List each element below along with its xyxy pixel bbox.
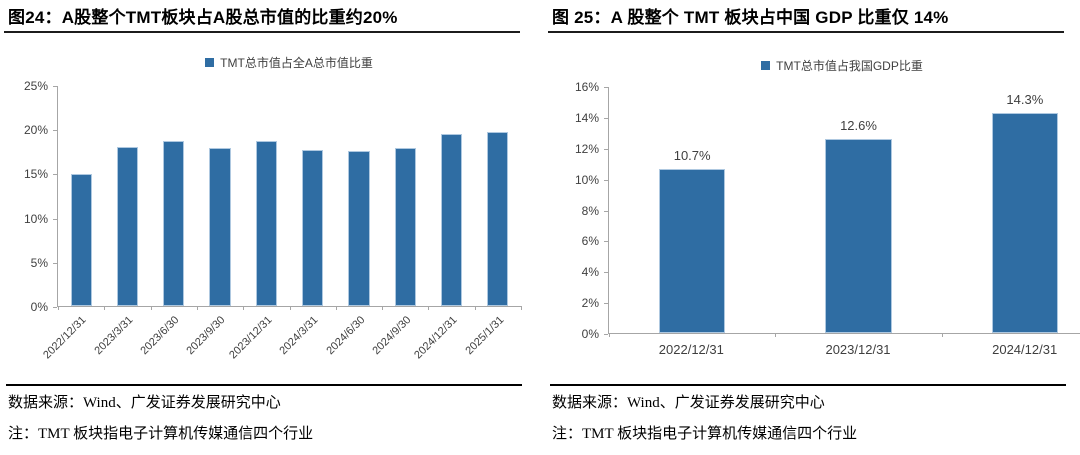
y-tick-mark [604, 303, 608, 305]
x-axis-tick [196, 306, 198, 310]
bar [991, 113, 1059, 333]
bar [658, 168, 726, 333]
data-label: 14.3% [1006, 92, 1044, 108]
legend-swatch-icon [205, 58, 215, 67]
figure-24-footnote: 注：TMT 板块指电子计算机传媒通信四个行业 [8, 426, 314, 442]
y-tick-mark [604, 272, 608, 274]
x-axis-tick [150, 306, 152, 310]
bar [302, 150, 324, 306]
figure-24-legend: TMT总市值占全A总市值比重 [57, 54, 521, 71]
data-label: 12.6% [840, 118, 877, 134]
x-tick-label: 2023/9/30 [184, 314, 228, 358]
y-tick-label: 8% [581, 203, 599, 218]
figure-25-title-underline [548, 31, 1064, 33]
bar [394, 148, 416, 306]
y-tick-label: 0% [30, 300, 48, 314]
y-tick-mark [53, 262, 57, 264]
x-axis-tick [474, 306, 476, 310]
y-tick-label: 12% [574, 141, 599, 156]
x-axis-tick [104, 306, 106, 310]
bar-chart-tmt-share-of-gdp: 10.7% 12.6% 14.3% 0% 2% 4% 6% 8% 10% 12% 14% 16% 202… [544, 0, 1080, 455]
figure-25-footer-divider [550, 384, 1066, 386]
x-tick-label: 2023/12/31 [825, 342, 891, 357]
bar [255, 141, 277, 306]
x-tick-label: 2024/6/30 [324, 314, 368, 358]
y-tick-mark [604, 87, 608, 88]
y-tick-mark [604, 241, 608, 243]
data-label: 10.7% [673, 147, 711, 163]
figure-24-title: 图24：A股整个TMT板块占A股总市值的比重约20% [8, 8, 398, 27]
y-tick-label: 2% [581, 296, 599, 311]
bar [348, 151, 370, 306]
y-tick-mark [53, 86, 57, 87]
y-tick-label: 25% [23, 79, 48, 93]
x-axis-tick [609, 333, 610, 337]
y-tick-mark [53, 307, 57, 308]
y-tick-mark [604, 117, 608, 119]
x-tick-label: 2024/9/30 [370, 314, 414, 358]
y-tick-label: 5% [30, 255, 48, 270]
y-tick-label: 16% [574, 80, 599, 94]
x-tick-label: 2024/12/31 [992, 342, 1058, 357]
legend-label: TMT总市值占全A总市值比重 [220, 56, 373, 70]
y-tick-mark [604, 179, 608, 181]
y-tick-mark [604, 210, 608, 212]
x-tick-label: 2022/12/31 [658, 342, 724, 357]
bar [116, 146, 139, 306]
bar [209, 147, 231, 306]
figure-25-data-source: 数据来源：Wind、广发证券发展研究中心 [552, 395, 825, 411]
y-tick-label: 20% [23, 123, 48, 138]
bar-chart-tmt-share-of-ashare: 0% 5% 10% 15% 20% 25% 2022/12/31 2023/3/31 2023/… [0, 0, 536, 455]
x-tick-label: 2023/12/31 [226, 314, 275, 362]
y-tick-mark [53, 130, 57, 132]
figure-25-panel: 图 25：A 股整个 TMT 板块占中国 GDP 比重仅 14% TMT总市值占… [544, 0, 1080, 455]
bar [440, 133, 463, 306]
x-axis-tick [335, 306, 337, 310]
x-axis-tick [521, 306, 522, 310]
x-tick-label: 2022/12/31 [41, 314, 89, 362]
bar [70, 174, 92, 306]
figure-24-footer-divider [6, 384, 522, 386]
figure-25-title: 图 25：A 股整个 TMT 板块占中国 GDP 比重仅 14% [552, 8, 949, 27]
x-axis-tick [289, 306, 291, 310]
bar [825, 139, 892, 333]
y-tick-mark [604, 148, 608, 150]
y-tick-label: 10% [23, 211, 48, 226]
figure-25-footnote: 注：TMT 板块指电子计算机传媒通信四个行业 [552, 426, 858, 442]
x-tick-label: 2024/12/31 [412, 314, 460, 362]
legend-label: TMT总市值占我国GDP比重 [776, 59, 923, 73]
figure-24-panel: 图24：A股整个TMT板块占A股总市值的比重约20% TMT总市值占全A总市值比… [0, 0, 536, 455]
x-axis-tick [775, 333, 777, 337]
y-tick-mark [604, 334, 608, 335]
x-tick-label: 2025/1/31 [463, 314, 507, 358]
figure-24-data-source: 数据来源：Wind、广发证券发展研究中心 [8, 395, 281, 411]
x-axis-tick [941, 333, 943, 337]
x-axis-tick [428, 306, 430, 310]
x-axis-labels: 2022/12/31 2023/12/31 2024/12/31 [608, 339, 1080, 419]
figure-25-legend: TMT总市值占我国GDP比重 [608, 57, 1076, 74]
x-tick-label: 2023/3/31 [92, 314, 136, 358]
x-axis-tick [243, 306, 245, 310]
plot-area [57, 86, 522, 310]
y-tick-mark [53, 174, 57, 176]
y-tick-label: 10% [574, 172, 599, 187]
y-tick-mark [53, 218, 57, 220]
y-tick-label: 6% [581, 234, 599, 249]
legend-swatch-icon [761, 61, 771, 70]
plot-area: 10.7% 12.6% 14.3% [608, 87, 1080, 337]
x-tick-label: 2023/6/30 [138, 314, 182, 358]
x-axis-tick [58, 306, 59, 310]
figure-24-title-underline [4, 31, 520, 33]
y-tick-label: 14% [574, 110, 599, 125]
x-tick-label: 2024/3/31 [277, 314, 321, 358]
y-tick-label: 0% [581, 327, 599, 341]
x-axis-labels: 2022/12/31 2023/3/31 2023/6/30 2023/9/30 202… [41, 312, 521, 392]
x-axis-tick [382, 306, 384, 310]
y-tick-label: 15% [23, 167, 48, 182]
y-tick-label: 4% [581, 265, 599, 280]
bar [487, 131, 509, 306]
bar [163, 140, 185, 306]
